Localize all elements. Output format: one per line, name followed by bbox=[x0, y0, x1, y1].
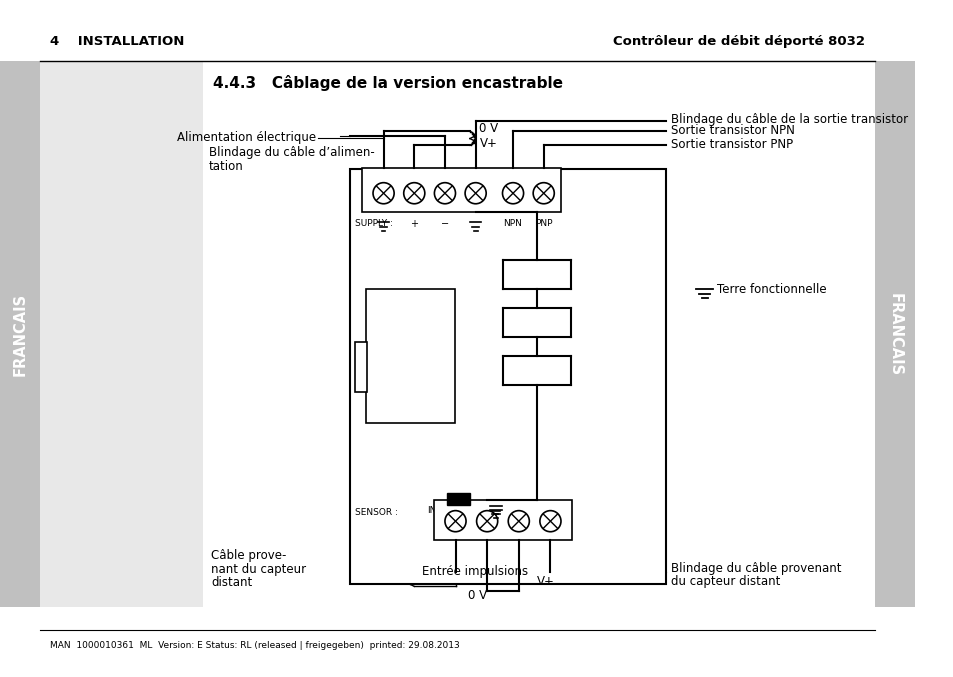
Text: distant: distant bbox=[211, 576, 252, 589]
Text: Blindage du câble d’alimen-: Blindage du câble d’alimen- bbox=[209, 146, 375, 160]
Bar bbox=[40, 61, 203, 607]
Text: PNP: PNP bbox=[535, 219, 552, 228]
Text: tation: tation bbox=[209, 160, 244, 173]
Text: FRANCAIS: FRANCAIS bbox=[886, 292, 902, 376]
Text: Sortie transistor NPN: Sortie transistor NPN bbox=[671, 125, 794, 137]
Bar bbox=[350, 169, 666, 584]
Text: 0 V: 0 V bbox=[479, 121, 498, 135]
Text: 4    INSTALLATION: 4 INSTALLATION bbox=[50, 35, 184, 48]
Bar bbox=[446, 494, 470, 505]
Text: +: + bbox=[470, 506, 478, 516]
Text: V+: V+ bbox=[537, 575, 554, 588]
Text: +: + bbox=[410, 219, 417, 229]
Bar bbox=[355, 342, 367, 392]
Text: Câble prove-: Câble prove- bbox=[211, 549, 286, 562]
Text: IN: IN bbox=[426, 506, 436, 515]
Bar bbox=[0, 61, 40, 607]
Bar bbox=[434, 500, 571, 540]
Text: Terre fonctionnelle: Terre fonctionnelle bbox=[717, 282, 826, 296]
Text: SUPPLY :: SUPPLY : bbox=[355, 219, 393, 228]
Text: Entrée impulsions: Entrée impulsions bbox=[421, 565, 528, 577]
Text: Sortie transistor PNP: Sortie transistor PNP bbox=[671, 138, 793, 151]
Text: NPN: NPN bbox=[503, 219, 522, 228]
Text: SENSOR :: SENSOR : bbox=[355, 508, 397, 517]
Text: V+: V+ bbox=[479, 137, 497, 150]
Bar bbox=[362, 169, 560, 213]
Text: −: − bbox=[442, 506, 451, 516]
Text: −: − bbox=[440, 219, 449, 229]
Text: 4.4.3   Câblage de la version encastrable: 4.4.3 Câblage de la version encastrable bbox=[213, 75, 562, 91]
Text: nant du capteur: nant du capteur bbox=[211, 563, 306, 575]
Text: Alimentation électrique: Alimentation électrique bbox=[177, 131, 316, 144]
Bar bbox=[874, 61, 914, 607]
Text: Blindage du câble de la sortie transistor: Blindage du câble de la sortie transisto… bbox=[671, 113, 907, 126]
Text: du capteur distant: du capteur distant bbox=[671, 575, 780, 588]
Text: Contrôleur de débit déporté 8032: Contrôleur de débit déporté 8032 bbox=[613, 35, 864, 48]
Bar bbox=[0, 14, 914, 61]
Text: 0 V: 0 V bbox=[468, 590, 487, 603]
Bar bbox=[366, 289, 454, 423]
Text: FRANCAIS: FRANCAIS bbox=[12, 292, 28, 376]
Text: Blindage du câble provenant: Blindage du câble provenant bbox=[671, 562, 841, 575]
Text: MAN  1000010361  ML  Version: E Status: RL (released | freigegeben)  printed: 29: MAN 1000010361 ML Version: E Status: RL … bbox=[50, 641, 459, 651]
